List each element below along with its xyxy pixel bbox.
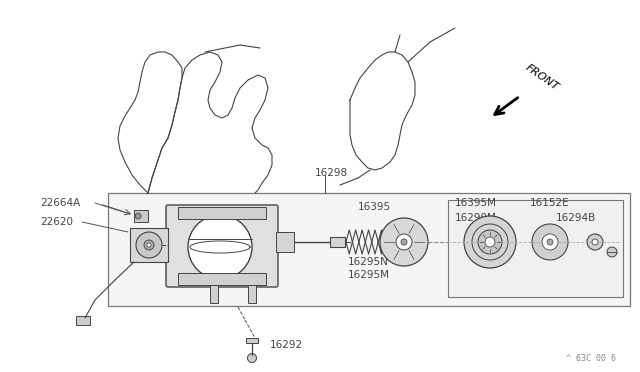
Text: 16295N: 16295N [348,257,389,267]
Circle shape [248,353,257,362]
Text: 16292: 16292 [270,340,303,350]
Circle shape [478,230,502,254]
Bar [276,232,294,252]
Circle shape [188,215,252,279]
Bar [130,228,168,262]
Circle shape [592,239,598,245]
Text: 22620: 22620 [40,217,73,227]
Bar [108,193,630,306]
Text: 16395M: 16395M [455,198,497,208]
Circle shape [547,239,553,245]
Text: 16295M: 16295M [348,270,390,280]
Text: ^ 63C 00 6: ^ 63C 00 6 [566,354,616,363]
Text: 16298: 16298 [315,168,348,178]
Text: 16152E: 16152E [530,198,570,208]
Circle shape [532,224,568,260]
Bar [178,273,266,285]
Bar [246,338,258,343]
Bar [210,285,218,303]
Text: 22664A: 22664A [40,198,80,208]
Circle shape [542,234,558,250]
Circle shape [144,240,154,250]
Bar [448,200,623,297]
Circle shape [401,239,407,245]
Circle shape [135,213,141,219]
Circle shape [607,247,617,257]
Circle shape [147,243,151,247]
Circle shape [464,216,516,268]
Text: 16294B: 16294B [556,213,596,223]
Circle shape [587,234,603,250]
Circle shape [485,237,495,247]
Bar [330,237,345,247]
FancyBboxPatch shape [166,205,278,287]
Text: 16395: 16395 [358,202,391,212]
Bar [178,207,266,219]
Text: 16290M: 16290M [455,213,497,223]
Circle shape [136,232,162,258]
Circle shape [380,218,428,266]
Bar [248,285,256,303]
Circle shape [396,234,412,250]
Bar [134,210,148,222]
Bar [76,316,90,325]
Text: FRONT: FRONT [524,62,561,92]
